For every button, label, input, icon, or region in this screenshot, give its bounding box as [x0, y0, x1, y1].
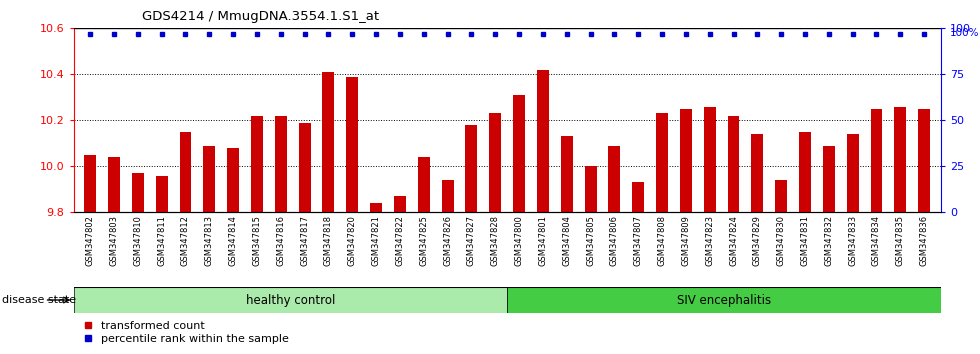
- Bar: [823, 146, 835, 212]
- Legend: transformed count, percentile rank within the sample: transformed count, percentile rank withi…: [79, 316, 294, 348]
- Bar: [417, 157, 429, 212]
- Bar: [918, 109, 930, 212]
- Bar: [74, 287, 508, 313]
- Bar: [508, 287, 941, 313]
- Bar: [609, 146, 620, 212]
- Bar: [346, 76, 359, 212]
- Bar: [632, 183, 644, 212]
- Bar: [680, 109, 692, 212]
- Bar: [585, 166, 597, 212]
- Text: healthy control: healthy control: [246, 293, 335, 307]
- Bar: [775, 180, 787, 212]
- Text: disease state: disease state: [2, 295, 76, 305]
- Bar: [251, 116, 263, 212]
- Bar: [442, 180, 454, 212]
- Bar: [537, 70, 549, 212]
- Text: SIV encephalitis: SIV encephalitis: [677, 293, 771, 307]
- Text: GDS4214 / MmugDNA.3554.1.S1_at: GDS4214 / MmugDNA.3554.1.S1_at: [142, 10, 379, 23]
- Bar: [514, 95, 525, 212]
- Bar: [847, 134, 858, 212]
- Bar: [370, 203, 382, 212]
- Bar: [322, 72, 334, 212]
- Bar: [84, 155, 96, 212]
- Bar: [274, 116, 287, 212]
- Bar: [108, 157, 120, 212]
- Bar: [656, 114, 668, 212]
- Bar: [489, 114, 501, 212]
- Bar: [156, 176, 168, 212]
- Bar: [561, 136, 572, 212]
- Bar: [132, 173, 144, 212]
- Bar: [299, 123, 311, 212]
- Bar: [799, 132, 810, 212]
- Bar: [727, 116, 740, 212]
- Bar: [466, 125, 477, 212]
- Bar: [227, 148, 239, 212]
- Text: 100%: 100%: [950, 28, 979, 38]
- Bar: [895, 107, 906, 212]
- Bar: [179, 132, 191, 212]
- Bar: [752, 134, 763, 212]
- Bar: [704, 107, 715, 212]
- Bar: [870, 109, 882, 212]
- Bar: [204, 146, 216, 212]
- Bar: [394, 196, 406, 212]
